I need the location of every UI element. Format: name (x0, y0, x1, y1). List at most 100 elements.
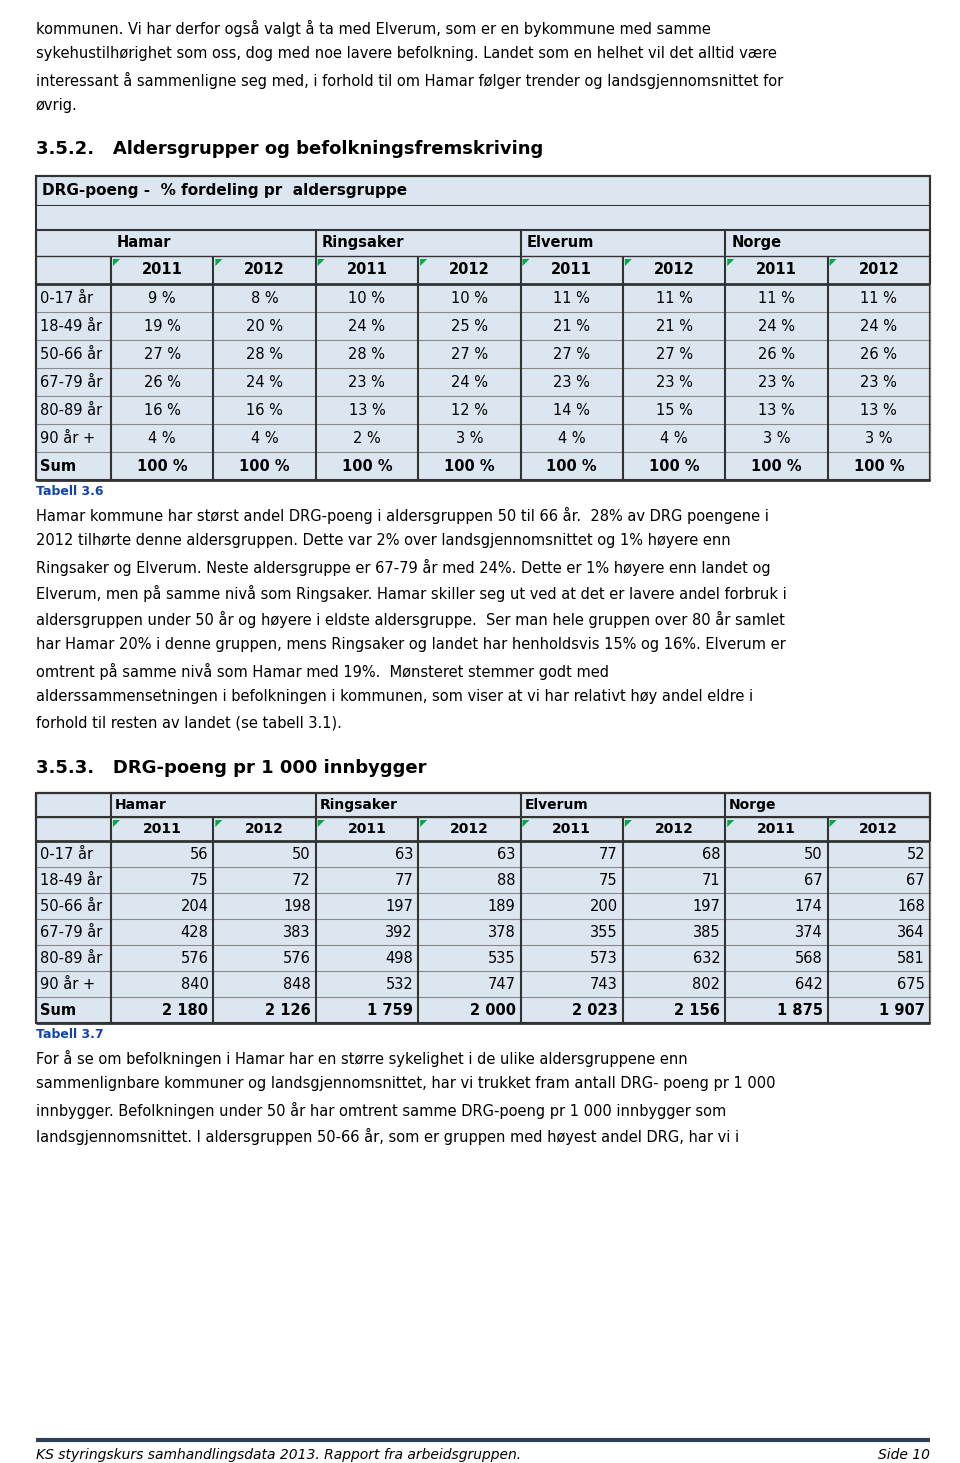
Text: 8 %: 8 % (251, 291, 278, 306)
Text: 15 %: 15 % (656, 402, 692, 418)
Text: Ringsaker og Elverum. Neste aldersgruppe er 67-79 år med 24%. Dette er 1% høyere: Ringsaker og Elverum. Neste aldersgruppe… (36, 559, 771, 576)
Text: 24 %: 24 % (348, 319, 385, 334)
Bar (36, 996, 930, 1023)
Text: 802: 802 (692, 977, 720, 992)
Text: Norge: Norge (730, 797, 777, 812)
Text: 198: 198 (283, 898, 311, 914)
Text: 68: 68 (702, 847, 720, 862)
Text: 2 180: 2 180 (162, 1004, 208, 1018)
Polygon shape (113, 819, 120, 827)
Text: 535: 535 (488, 951, 516, 966)
Text: Ringsaker: Ringsaker (320, 797, 397, 812)
Text: 4 %: 4 % (251, 432, 278, 446)
Text: 80-89 år: 80-89 år (40, 402, 103, 418)
Text: 498: 498 (385, 951, 413, 966)
Text: Side 10: Side 10 (878, 1448, 930, 1462)
Polygon shape (215, 819, 223, 827)
Text: 20 %: 20 % (246, 319, 283, 334)
Text: 14 %: 14 % (553, 402, 590, 418)
Text: 0-17 år: 0-17 år (40, 847, 93, 862)
Text: Norge: Norge (732, 236, 781, 250)
Text: Hamar: Hamar (117, 236, 172, 250)
Text: 2012: 2012 (858, 262, 900, 277)
Text: 364: 364 (898, 925, 925, 941)
Text: 743: 743 (590, 977, 618, 992)
Text: 3 %: 3 % (456, 432, 483, 446)
Text: 10 %: 10 % (451, 291, 488, 306)
Polygon shape (215, 259, 223, 266)
Text: 11 %: 11 % (860, 291, 898, 306)
Bar (36, 176, 930, 206)
Text: landsgjennomsnittet. I aldersgruppen 50-66 år, som er gruppen med høyest andel D: landsgjennomsnittet. I aldersgruppen 50-… (36, 1128, 739, 1146)
Text: 2 156: 2 156 (674, 1004, 720, 1018)
Bar (36, 971, 930, 996)
Text: DRG-poeng -  % fordeling pr  aldersgruppe: DRG-poeng - % fordeling pr aldersgruppe (42, 183, 407, 198)
Bar (36, 312, 930, 339)
Text: 2012: 2012 (450, 822, 489, 835)
Text: 848: 848 (283, 977, 311, 992)
Text: 1 759: 1 759 (368, 1004, 413, 1018)
Text: 100 %: 100 % (137, 459, 187, 474)
Bar (36, 424, 930, 452)
Text: 840: 840 (180, 977, 208, 992)
Text: 11 %: 11 % (553, 291, 590, 306)
Text: 24 %: 24 % (246, 375, 283, 391)
Bar (36, 206, 930, 230)
Bar (36, 793, 930, 1023)
Bar (36, 369, 930, 396)
Text: 24 %: 24 % (758, 319, 795, 334)
Text: 632: 632 (692, 951, 720, 966)
Text: Hamar: Hamar (115, 797, 167, 812)
Text: KS styringskurs samhandlingsdata 2013. Rapport fra arbeidsgruppen.: KS styringskurs samhandlingsdata 2013. R… (36, 1448, 521, 1462)
Text: 100 %: 100 % (342, 459, 393, 474)
Text: 50: 50 (292, 847, 311, 862)
Polygon shape (420, 259, 427, 266)
Text: 26 %: 26 % (758, 347, 795, 361)
Text: 3.5.2.   Aldersgrupper og befolkningsfremskriving: 3.5.2. Aldersgrupper og befolkningsfrems… (36, 140, 543, 158)
Text: 532: 532 (385, 977, 413, 992)
Text: 2011: 2011 (551, 262, 592, 277)
Text: 2011: 2011 (347, 262, 388, 277)
Text: 27 %: 27 % (451, 347, 488, 361)
Text: 28 %: 28 % (348, 347, 385, 361)
Text: sammenlignbare kommuner og landsgjennomsnittet, har vi trukket fram antall DRG- : sammenlignbare kommuner og landsgjennoms… (36, 1075, 776, 1091)
Bar (36, 256, 930, 284)
Text: 576: 576 (180, 951, 208, 966)
Bar (36, 868, 930, 892)
Text: 100 %: 100 % (649, 459, 700, 474)
Text: 77: 77 (395, 873, 413, 888)
Text: 23 %: 23 % (860, 375, 898, 391)
Bar (36, 176, 930, 480)
Polygon shape (318, 259, 324, 266)
Bar (36, 339, 930, 369)
Polygon shape (829, 259, 836, 266)
Text: 385: 385 (692, 925, 720, 941)
Text: 392: 392 (385, 925, 413, 941)
Text: 573: 573 (590, 951, 618, 966)
Text: 11 %: 11 % (758, 291, 795, 306)
Text: 23 %: 23 % (758, 375, 795, 391)
Bar (36, 452, 930, 480)
Text: 23 %: 23 % (348, 375, 385, 391)
Polygon shape (522, 819, 530, 827)
Text: kommunen. Vi har derfor også valgt å ta med Elverum, som er en bykommune med sam: kommunen. Vi har derfor også valgt å ta … (36, 20, 710, 37)
Text: Tabell 3.6: Tabell 3.6 (36, 486, 104, 497)
Text: 100 %: 100 % (444, 459, 494, 474)
Text: 200: 200 (589, 898, 618, 914)
Polygon shape (113, 259, 120, 266)
Text: 568: 568 (795, 951, 823, 966)
Text: 18-49 år: 18-49 år (40, 873, 102, 888)
Text: sykehustilhørighet som oss, dog med noe lavere befolkning. Landet som en helhet : sykehustilhørighet som oss, dog med noe … (36, 45, 777, 61)
Text: 9 %: 9 % (149, 291, 176, 306)
Text: 168: 168 (898, 898, 925, 914)
Text: 2011: 2011 (756, 262, 797, 277)
Text: 581: 581 (898, 951, 925, 966)
Text: 90 år +: 90 år + (40, 977, 95, 992)
Text: 24 %: 24 % (860, 319, 898, 334)
Text: 67: 67 (906, 873, 925, 888)
Text: 67-79 år: 67-79 år (40, 375, 103, 391)
Text: 100 %: 100 % (853, 459, 904, 474)
Bar (36, 919, 930, 945)
Polygon shape (625, 819, 632, 827)
Text: 2 000: 2 000 (469, 1004, 516, 1018)
